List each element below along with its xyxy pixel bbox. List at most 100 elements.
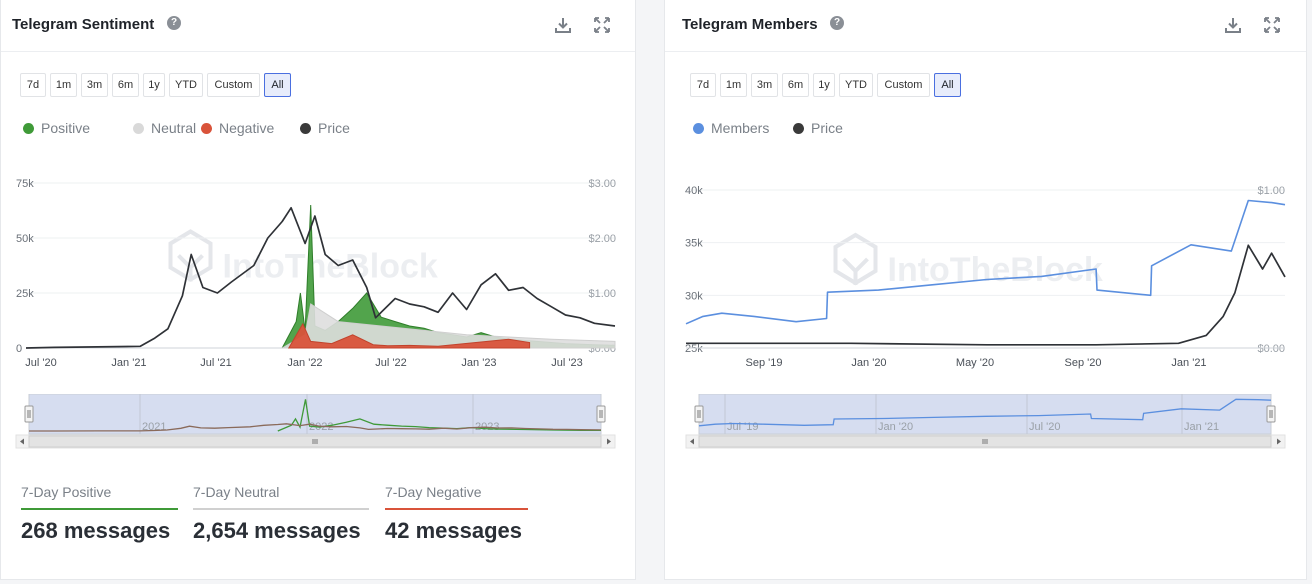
legend-dot — [300, 123, 311, 134]
series-line-price — [25, 206, 616, 349]
navigator-handle — [24, 405, 34, 423]
watermark: IntoTheBlock — [168, 229, 438, 286]
series-line-members — [685, 199, 1286, 325]
stat-value: 2,654 messages — [193, 518, 361, 543]
help-icon[interactable]: ? — [167, 16, 181, 30]
y-axis-tick-left: 30k — [685, 290, 703, 302]
legend-item-members[interactable]: Members — [693, 120, 769, 136]
stat-underline — [385, 508, 528, 510]
y-axis-tick-left: 40k — [685, 185, 703, 197]
download-icon[interactable] — [554, 16, 572, 34]
x-axis-tick: Jul '20 — [25, 357, 56, 369]
range-button-1y[interactable]: 1y — [813, 73, 835, 97]
chart-navigator[interactable]: 2021 2022 2023 — [1, 394, 637, 450]
series-line-price — [686, 244, 1286, 346]
legend-label: Neutral — [151, 120, 197, 136]
x-axis-tick: Sep '20 — [1065, 357, 1102, 369]
range-button-ytd[interactable]: YTD — [169, 73, 203, 97]
y-axis-tick-left: 75k — [16, 178, 34, 190]
series-area-neutral — [280, 303, 616, 349]
range-button-3m[interactable]: 3m — [751, 73, 778, 97]
x-axis-tick: Jan '21 — [1171, 357, 1206, 369]
range-button-ytd[interactable]: YTD — [839, 73, 873, 97]
legend-dot — [793, 123, 804, 134]
y-axis-tick-left: 25k — [16, 288, 34, 300]
help-icon[interactable]: ? — [830, 16, 844, 30]
navigator-series-members — [698, 398, 1272, 427]
y-axis-tick-left: 35k — [685, 238, 703, 250]
navigator-label: Jul '20 — [1029, 421, 1060, 433]
legend-label: Positive — [41, 120, 91, 136]
legend-dot — [133, 123, 144, 134]
card-title: Telegram Members — [682, 16, 818, 33]
navigator-handle — [694, 405, 704, 423]
scroll-right-arrow — [1277, 438, 1281, 445]
range-button-7d[interactable]: 7d — [690, 73, 716, 97]
legend-label: Price — [811, 120, 843, 136]
navigator-series-positive — [277, 399, 602, 432]
x-axis-tick: Jan '21 — [111, 357, 146, 369]
expand-icon[interactable] — [593, 16, 611, 34]
range-button-all[interactable]: All — [264, 73, 291, 97]
x-axis-tick: Jul '22 — [375, 357, 406, 369]
x-axis-tick: Sep '19 — [746, 357, 783, 369]
navigator-handle — [596, 405, 606, 423]
x-axis-tick: Jul '23 — [551, 357, 582, 369]
stat-underline — [193, 508, 369, 510]
range-button-1m[interactable]: 1m — [50, 73, 77, 97]
y-axis-tick-right: $3.00 — [588, 178, 616, 190]
legend-dot — [693, 123, 704, 134]
card-header: Telegram Sentiment ? — [1, 0, 635, 52]
y-axis-tick-right: $0.00 — [1257, 343, 1285, 355]
range-button-custom[interactable]: Custom — [877, 73, 930, 97]
legend-item-positive[interactable]: Positive — [23, 120, 90, 136]
range-button-6m[interactable]: 6m — [782, 73, 809, 97]
stat-label: 7-Day Negative — [385, 484, 482, 500]
stat-label: 7-Day Positive — [21, 484, 112, 500]
download-icon[interactable] — [1224, 16, 1242, 34]
watermark: IntoTheBlock — [833, 232, 1103, 289]
x-axis-tick: Jul '21 — [200, 357, 231, 369]
range-button-7d[interactable]: 7d — [20, 73, 46, 97]
range-button-all[interactable]: All — [934, 73, 961, 97]
telegram-members-card: Telegram Members ? 7d 1m 3m 6m 1y YTD Custom Al… — [664, 0, 1307, 580]
stat-negative: 7-Day Negative 42 messages — [385, 480, 528, 543]
x-axis-tick: Jan '23 — [461, 357, 496, 369]
navigator-handle — [1266, 405, 1276, 423]
navigator-label: Jan '20 — [878, 421, 913, 433]
stat-positive: 7-Day Positive 268 messages — [21, 480, 178, 543]
legend-item-price[interactable]: Price — [793, 120, 843, 136]
range-button-6m[interactable]: 6m — [112, 73, 139, 97]
x-axis-tick: Jan '22 — [287, 357, 322, 369]
legend-item-neutral[interactable]: Neutral — [133, 120, 196, 136]
expand-icon[interactable] — [1263, 16, 1281, 34]
range-button-1m[interactable]: 1m — [720, 73, 747, 97]
scroll-left-arrow — [20, 438, 24, 445]
sentiment-chart: IntoTheBlock025k50k75k$0.00$1.00$2.00$3.… — [16, 178, 616, 369]
scroll-right-arrow — [607, 438, 611, 445]
telegram-sentiment-card: Telegram Sentiment ? 7d 1m 3m 6m 1y YTD Custom… — [0, 0, 636, 580]
watermark-text: IntoTheBlock — [223, 248, 438, 286]
stat-value: 268 messages — [21, 518, 171, 543]
chart-navigator[interactable]: Jul '19 Jan '20 Jul '20 Jan '21 — [665, 394, 1308, 450]
scroll-left-arrow — [690, 438, 694, 445]
range-button-3m[interactable]: 3m — [81, 73, 108, 97]
legend-dot — [23, 123, 34, 134]
card-header: Telegram Members ? — [665, 0, 1306, 52]
legend-item-price[interactable]: Price — [300, 120, 350, 136]
y-axis-tick-left: 0 — [16, 343, 22, 355]
navigator-label: Jan '21 — [1184, 421, 1219, 433]
y-axis-tick-left: 25k — [685, 343, 703, 355]
watermark-text: IntoTheBlock — [888, 251, 1103, 289]
series-area-negative — [287, 322, 531, 349]
legend-label: Members — [711, 120, 770, 136]
y-axis-tick-left: 50k — [16, 233, 34, 245]
y-axis-tick-right: $2.00 — [588, 233, 616, 245]
stat-neutral: 7-Day Neutral 2,654 messages — [193, 480, 369, 543]
legend-item-negative[interactable]: Negative — [201, 120, 274, 136]
range-button-1y[interactable]: 1y — [143, 73, 165, 97]
range-button-custom[interactable]: Custom — [207, 73, 260, 97]
card-title: Telegram Sentiment — [12, 16, 155, 33]
x-axis-tick: Jan '20 — [851, 357, 886, 369]
stat-value: 42 messages — [385, 518, 522, 543]
